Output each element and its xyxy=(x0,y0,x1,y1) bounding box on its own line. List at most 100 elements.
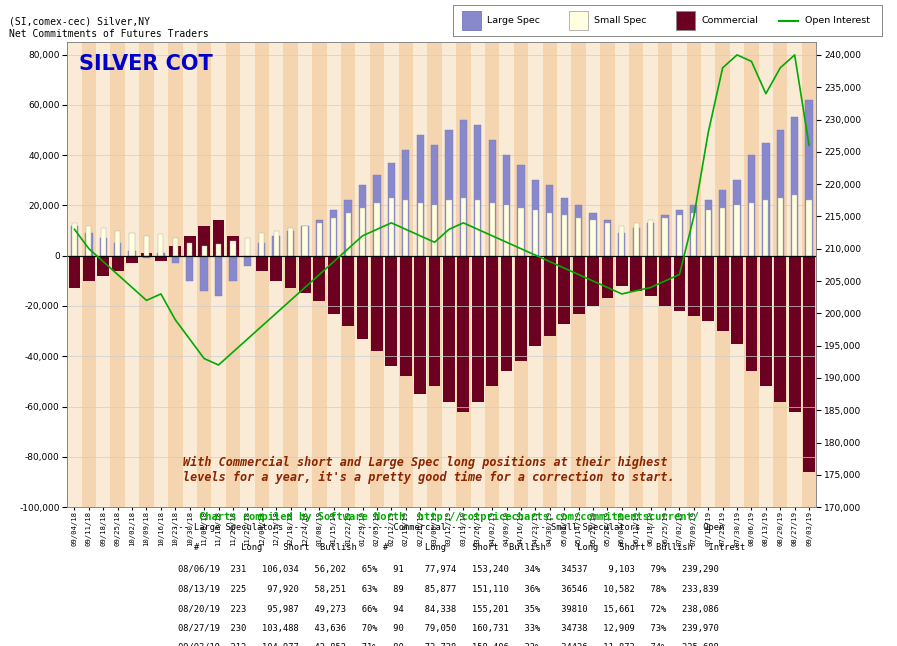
Bar xyxy=(341,42,355,507)
Bar xyxy=(187,243,192,256)
Bar xyxy=(460,120,467,256)
Bar xyxy=(345,213,351,256)
Bar xyxy=(557,42,571,507)
Bar xyxy=(457,256,469,412)
Bar xyxy=(706,211,710,256)
Bar xyxy=(616,256,628,286)
Bar xyxy=(445,130,453,256)
Bar xyxy=(792,195,797,256)
Bar xyxy=(734,180,741,256)
Bar xyxy=(532,180,539,256)
Bar xyxy=(631,256,642,291)
Bar xyxy=(791,118,798,256)
Bar xyxy=(198,225,210,256)
Bar xyxy=(629,42,643,507)
Bar xyxy=(518,208,524,256)
Bar xyxy=(388,163,395,256)
Bar xyxy=(788,42,802,507)
Bar xyxy=(618,233,625,256)
Bar xyxy=(269,42,283,507)
Bar xyxy=(298,42,312,507)
Bar xyxy=(227,236,239,256)
Bar xyxy=(403,200,408,256)
Bar xyxy=(773,42,788,507)
Bar xyxy=(144,236,149,256)
Bar xyxy=(316,220,323,256)
Bar xyxy=(230,256,237,281)
Bar xyxy=(215,256,222,296)
Bar xyxy=(745,256,757,371)
Bar xyxy=(141,253,152,256)
Bar xyxy=(561,198,568,256)
Bar xyxy=(662,218,667,256)
Bar xyxy=(676,12,695,30)
Bar xyxy=(719,191,727,256)
Bar xyxy=(485,42,500,507)
Bar xyxy=(126,256,138,263)
Bar xyxy=(344,200,352,256)
Bar xyxy=(85,233,92,256)
Bar xyxy=(231,240,236,256)
Bar xyxy=(589,213,597,256)
Bar xyxy=(632,228,640,256)
Bar xyxy=(461,198,466,256)
Bar xyxy=(503,155,510,256)
Bar xyxy=(774,256,786,402)
Bar xyxy=(317,223,322,256)
Bar xyxy=(284,256,296,288)
Text: Large Spec: Large Spec xyxy=(487,16,540,25)
Bar xyxy=(647,223,654,256)
Bar xyxy=(588,256,599,306)
Bar xyxy=(418,203,422,256)
Bar xyxy=(157,253,164,256)
Bar xyxy=(730,42,745,507)
Bar xyxy=(112,256,124,271)
Bar xyxy=(777,130,784,256)
Bar xyxy=(398,42,413,507)
Bar xyxy=(360,208,365,256)
Bar xyxy=(128,251,135,256)
Bar xyxy=(114,243,121,256)
Bar xyxy=(806,200,812,256)
Bar xyxy=(388,198,394,256)
Bar xyxy=(343,256,354,326)
Bar xyxy=(240,42,255,507)
Bar xyxy=(299,256,311,293)
Bar xyxy=(745,42,759,507)
Bar xyxy=(400,256,412,377)
Bar xyxy=(543,42,557,507)
Bar xyxy=(605,223,610,256)
Bar xyxy=(416,135,423,256)
Bar xyxy=(562,216,567,256)
Bar xyxy=(155,256,167,261)
Bar xyxy=(98,256,109,276)
Bar xyxy=(359,185,366,256)
Bar xyxy=(110,42,125,507)
Bar xyxy=(572,256,585,313)
Text: 08/27/19  230   103,488   43,636   70%   90    79,050   160,731   33%    34738  : 08/27/19 230 103,488 43,636 70% 90 79,05… xyxy=(179,624,718,633)
Bar xyxy=(139,42,153,507)
Bar xyxy=(327,256,340,313)
Bar xyxy=(659,256,671,306)
Bar xyxy=(72,223,77,256)
Bar xyxy=(501,256,512,371)
Bar xyxy=(475,200,481,256)
Bar xyxy=(429,256,440,386)
Bar xyxy=(600,42,614,507)
Bar xyxy=(212,42,226,507)
Bar xyxy=(675,211,684,256)
Bar xyxy=(384,42,398,507)
Bar xyxy=(129,233,135,256)
Bar xyxy=(288,228,293,256)
Bar xyxy=(602,256,614,298)
Bar xyxy=(447,200,451,256)
Bar xyxy=(472,256,483,402)
Bar xyxy=(270,256,282,281)
Bar xyxy=(528,42,543,507)
Bar xyxy=(704,200,712,256)
Bar xyxy=(692,213,696,256)
Bar xyxy=(427,42,441,507)
Bar xyxy=(170,245,181,256)
Bar xyxy=(514,42,528,507)
Bar xyxy=(83,256,95,281)
